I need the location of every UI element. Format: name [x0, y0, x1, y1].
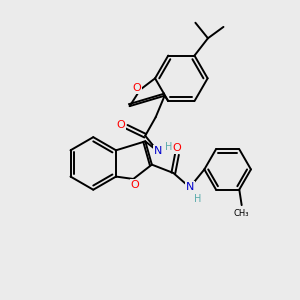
Text: N: N — [154, 146, 162, 156]
Text: O: O — [130, 180, 139, 190]
Text: CH₃: CH₃ — [234, 209, 249, 218]
Text: N: N — [186, 182, 194, 192]
Text: H: H — [194, 194, 202, 204]
Text: H: H — [165, 142, 173, 152]
Text: O: O — [116, 120, 125, 130]
Text: O: O — [172, 143, 181, 153]
Text: O: O — [132, 83, 141, 93]
